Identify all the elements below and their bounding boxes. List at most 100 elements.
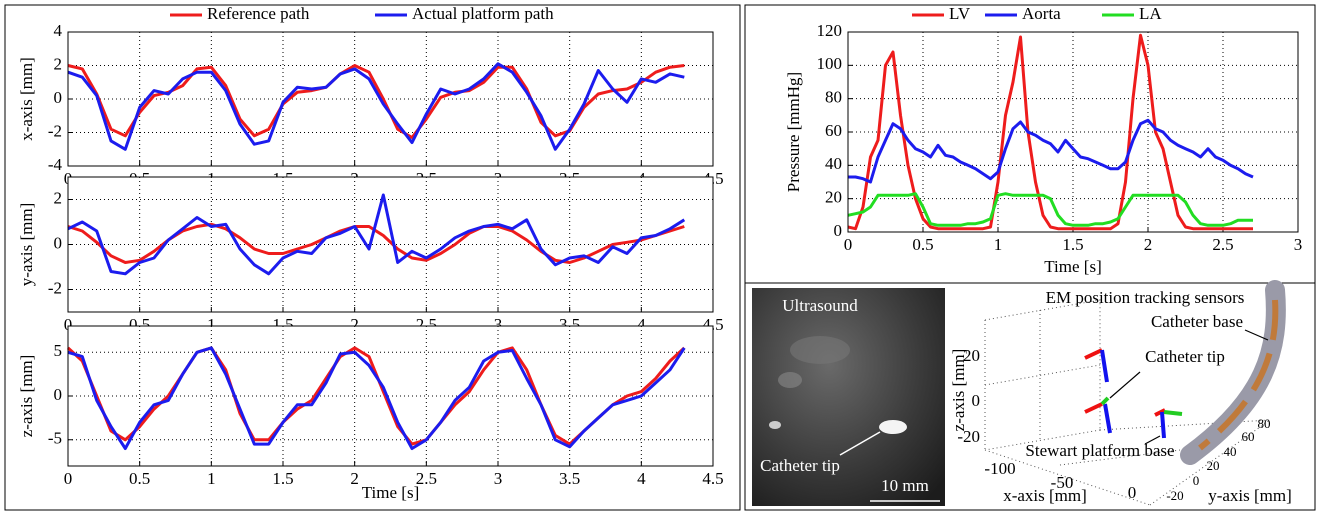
echo xyxy=(778,372,802,388)
y-tick-label: -2 xyxy=(48,278,62,297)
y-tick-label: 80 xyxy=(825,88,842,107)
catheter-core xyxy=(1198,299,1279,451)
series-line xyxy=(848,118,1254,184)
x-tick-label: 0 xyxy=(844,235,853,254)
x-tick-label: 4 xyxy=(637,315,646,334)
sensors xyxy=(1084,348,1183,439)
x-tick-label: 2 xyxy=(350,469,359,488)
y-tick-label: 0 xyxy=(54,88,63,107)
series-line xyxy=(847,33,1253,231)
axis-label: x-axis [mm] xyxy=(1003,486,1087,505)
sensor-axis xyxy=(1103,403,1112,434)
y-tick-label: 2 xyxy=(54,54,63,73)
axis-label: z-axis [mm] xyxy=(949,349,968,432)
x-tick-label: 3.5 xyxy=(559,469,580,488)
y-tick-label: -5 xyxy=(48,429,62,448)
tick-label: 20 xyxy=(963,346,980,365)
y-tick-label: 40 xyxy=(825,154,842,173)
plot-frame xyxy=(67,325,714,467)
legend-label: Actual platform path xyxy=(412,4,554,23)
x-tick-label: 2 xyxy=(1144,235,1153,254)
x-tick-label: 3 xyxy=(1294,235,1303,254)
series-line xyxy=(67,193,686,276)
y-axis-label: x-axis [mm] xyxy=(17,57,36,141)
plot-frame xyxy=(847,31,1299,233)
plot-area xyxy=(67,325,714,467)
tick-label: -20 xyxy=(1166,488,1183,503)
plot-frame xyxy=(67,31,714,167)
tick-label: 0 xyxy=(1128,483,1137,502)
x-tick-label: 4.5 xyxy=(702,469,723,488)
tick-label: 0 xyxy=(1193,473,1200,488)
y-tick-label: 0 xyxy=(834,221,843,240)
x-tick-label: 0.5 xyxy=(912,235,933,254)
echo xyxy=(790,336,850,364)
sensor-axis xyxy=(1084,348,1103,360)
sensor-axis xyxy=(1100,396,1110,406)
axis-label: y-axis [mm] xyxy=(1208,486,1292,505)
y-tick-label: 100 xyxy=(817,54,843,73)
x-tick-label: 2.5 xyxy=(1212,235,1233,254)
ultrasound-image: Ultrasound Catheter tip 10 mm xyxy=(752,288,945,506)
x-tick-label: 3 xyxy=(494,315,503,334)
tick-label: -20 xyxy=(957,427,980,446)
y-axis-label: z-axis [mm] xyxy=(17,355,36,438)
callout-arrow xyxy=(1144,435,1161,445)
x-tick-label: 2.5 xyxy=(416,469,437,488)
echo xyxy=(769,421,781,429)
panel-frame xyxy=(744,282,1316,511)
x-tick-label: 0 xyxy=(64,469,73,488)
y-axis-label: y-axis [mm] xyxy=(17,203,36,287)
tick-label: 60 xyxy=(1242,429,1255,444)
panel-frame xyxy=(4,4,741,511)
series-line xyxy=(67,346,686,450)
x-axis-label: Time [s] xyxy=(1044,257,1101,276)
x-tick-label: 3 xyxy=(494,469,503,488)
callout-arrow xyxy=(1244,329,1269,341)
x-tick-label: 0 xyxy=(64,315,73,334)
callout-label: Catheter tip xyxy=(1145,347,1225,366)
y-tick-label: -4 xyxy=(48,155,63,174)
pointer-arrow xyxy=(839,431,881,456)
y-tick-label: 4 xyxy=(54,21,63,40)
y-tick-label: 0 xyxy=(54,233,63,252)
legend-label: Reference path xyxy=(207,4,310,23)
callout-label: Stewart platform base xyxy=(1025,441,1174,460)
x-tick-label: 0.5 xyxy=(129,469,150,488)
axis-grid xyxy=(984,299,1271,506)
y-tick-label: 120 xyxy=(817,21,843,40)
x-tick-label: 1.5 xyxy=(272,469,293,488)
ultrasound-label: Catheter tip xyxy=(760,456,840,475)
callout-label: Catheter base xyxy=(1151,312,1243,331)
tick-label: -100 xyxy=(984,459,1015,478)
tick-label: 80 xyxy=(1258,416,1271,431)
legend-label: LA xyxy=(1139,4,1162,23)
x-tick-label: 4 xyxy=(637,469,646,488)
plot-area xyxy=(67,176,714,313)
x-tick-label: 1 xyxy=(994,235,1003,254)
x-tick-label: 1 xyxy=(207,315,216,334)
scale-bar-label: 10 mm xyxy=(881,476,929,495)
tick-label: -50 xyxy=(1051,473,1074,492)
tick-label: 40 xyxy=(1224,444,1237,459)
legend-label: Aorta xyxy=(1022,4,1061,23)
sensor-axis xyxy=(1160,411,1166,439)
y-tick-label: 2 xyxy=(54,188,63,207)
x-tick-label: 2 xyxy=(350,315,359,334)
series-line xyxy=(847,192,1253,227)
y-axis-label: Pressure [mmHg] xyxy=(784,72,803,192)
tick-label: 0 xyxy=(972,391,981,410)
callout-arrows xyxy=(1109,329,1269,445)
tick-label: 20 xyxy=(1207,458,1220,473)
sensor-axis xyxy=(1163,410,1183,416)
callout-arrow xyxy=(1109,371,1141,399)
catheter-echo xyxy=(879,420,907,434)
x-axis-label: Time [s] xyxy=(362,483,419,502)
plot-title: EM position tracking sensors xyxy=(1046,288,1245,307)
x-tick-label: 1.5 xyxy=(1062,235,1083,254)
y-tick-label: 60 xyxy=(825,121,842,140)
x-tick-label: 1 xyxy=(207,469,216,488)
series-line xyxy=(67,62,685,151)
ultrasound-title: Ultrasound xyxy=(782,296,858,315)
